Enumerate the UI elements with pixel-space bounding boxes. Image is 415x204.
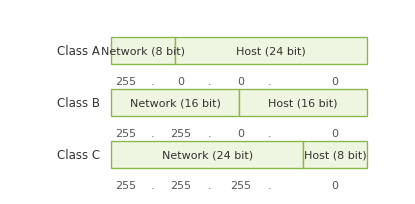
Text: 0: 0 — [237, 128, 244, 138]
Text: Class A: Class A — [57, 45, 100, 58]
Text: .: . — [208, 76, 212, 86]
Text: Host (24 bit): Host (24 bit) — [236, 46, 306, 56]
Text: Network (16 bit): Network (16 bit) — [130, 98, 221, 108]
Text: 255: 255 — [115, 128, 136, 138]
Bar — [111, 141, 303, 169]
Text: 0: 0 — [332, 180, 339, 190]
Bar — [175, 38, 367, 65]
Text: .: . — [151, 128, 155, 138]
Text: Network (8 bit): Network (8 bit) — [101, 46, 186, 56]
Text: 0: 0 — [332, 128, 339, 138]
Text: Class B: Class B — [57, 96, 100, 110]
Text: .: . — [208, 128, 212, 138]
Bar — [239, 89, 367, 117]
Bar — [111, 38, 175, 65]
Text: .: . — [268, 128, 272, 138]
Text: Network (24 bit): Network (24 bit) — [162, 150, 253, 160]
Text: 0: 0 — [332, 76, 339, 86]
Text: Class C: Class C — [57, 148, 100, 161]
Text: 255: 255 — [170, 180, 191, 190]
Text: .: . — [151, 180, 155, 190]
Text: 0: 0 — [177, 76, 184, 86]
Bar — [111, 89, 239, 117]
Text: .: . — [268, 76, 272, 86]
Text: 255: 255 — [170, 128, 191, 138]
Text: 255: 255 — [115, 76, 136, 86]
Text: .: . — [151, 76, 155, 86]
Text: 255: 255 — [230, 180, 251, 190]
Text: 255: 255 — [115, 180, 136, 190]
Text: Host (16 bit): Host (16 bit) — [269, 98, 338, 108]
Text: .: . — [208, 180, 212, 190]
Text: .: . — [268, 180, 272, 190]
Text: Host (8 bit): Host (8 bit) — [304, 150, 366, 160]
Bar — [303, 141, 367, 169]
Text: 0: 0 — [237, 76, 244, 86]
